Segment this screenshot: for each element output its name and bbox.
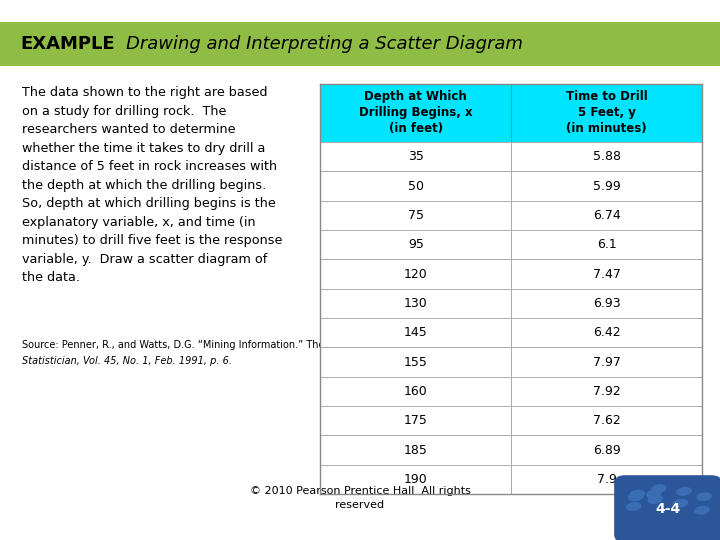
Text: 50: 50 — [408, 179, 424, 193]
Ellipse shape — [676, 487, 692, 496]
Ellipse shape — [696, 492, 712, 501]
Text: 35: 35 — [408, 150, 424, 163]
Text: 6.93: 6.93 — [593, 297, 621, 310]
Bar — [320, 230, 702, 259]
Text: Time to Drill
5 Feet, y
(in minutes): Time to Drill 5 Feet, y (in minutes) — [566, 90, 647, 136]
Ellipse shape — [628, 492, 644, 501]
Text: Drawing and Interpreting a Scatter Diagram: Drawing and Interpreting a Scatter Diagr… — [126, 35, 523, 53]
Text: 5.99: 5.99 — [593, 179, 621, 193]
Text: 7.9: 7.9 — [597, 473, 616, 486]
Text: 120: 120 — [404, 267, 428, 281]
Text: Source: Penner, R., and Watts, D.G. “Mining Information.” The American: Source: Penner, R., and Watts, D.G. “Min… — [22, 340, 374, 350]
Ellipse shape — [694, 506, 710, 515]
Text: 7.62: 7.62 — [593, 414, 621, 427]
Bar — [320, 289, 702, 318]
Text: 95: 95 — [408, 238, 424, 251]
Ellipse shape — [647, 495, 663, 504]
Bar — [320, 259, 702, 289]
Text: 75: 75 — [408, 209, 424, 222]
Bar — [320, 465, 702, 494]
Text: The data shown to the right are based
on a study for drilling rock.  The
researc: The data shown to the right are based on… — [22, 86, 282, 285]
Ellipse shape — [651, 484, 667, 493]
Text: 6.1: 6.1 — [597, 238, 616, 251]
Bar — [320, 142, 702, 171]
Text: 6.89: 6.89 — [593, 443, 621, 457]
Text: 4-4: 4-4 — [655, 502, 681, 516]
Text: Depth at Which
Drilling Begins, x
(in feet): Depth at Which Drilling Begins, x (in fe… — [359, 90, 472, 136]
FancyBboxPatch shape — [614, 475, 720, 540]
Text: 190: 190 — [404, 473, 428, 486]
Bar — [320, 377, 702, 406]
Text: 160: 160 — [404, 385, 428, 398]
Ellipse shape — [629, 490, 645, 498]
Text: 6.74: 6.74 — [593, 209, 621, 222]
Text: 145: 145 — [404, 326, 428, 339]
Text: 6.42: 6.42 — [593, 326, 621, 339]
Text: 7.97: 7.97 — [593, 355, 621, 369]
Ellipse shape — [646, 490, 662, 498]
Bar — [320, 201, 702, 230]
Bar — [320, 435, 702, 465]
Text: 175: 175 — [404, 414, 428, 427]
Text: © 2010 Pearson Prentice Hall  All rights
reserved: © 2010 Pearson Prentice Hall All rights … — [250, 487, 470, 510]
Text: EXAMPLE: EXAMPLE — [20, 35, 114, 53]
Bar — [320, 171, 702, 201]
Text: 185: 185 — [404, 443, 428, 457]
Text: 155: 155 — [404, 355, 428, 369]
Text: 7.92: 7.92 — [593, 385, 621, 398]
Bar — [320, 318, 702, 347]
Ellipse shape — [672, 499, 688, 508]
Text: Statistician, Vol. 45, No. 1, Feb. 1991, p. 6.: Statistician, Vol. 45, No. 1, Feb. 1991,… — [22, 356, 232, 367]
Text: 7.47: 7.47 — [593, 267, 621, 281]
Text: 5.88: 5.88 — [593, 150, 621, 163]
Bar — [320, 84, 702, 142]
Ellipse shape — [626, 502, 642, 511]
Bar — [0, 22, 720, 66]
Bar — [320, 347, 702, 377]
Bar — [320, 406, 702, 435]
Text: 130: 130 — [404, 297, 428, 310]
